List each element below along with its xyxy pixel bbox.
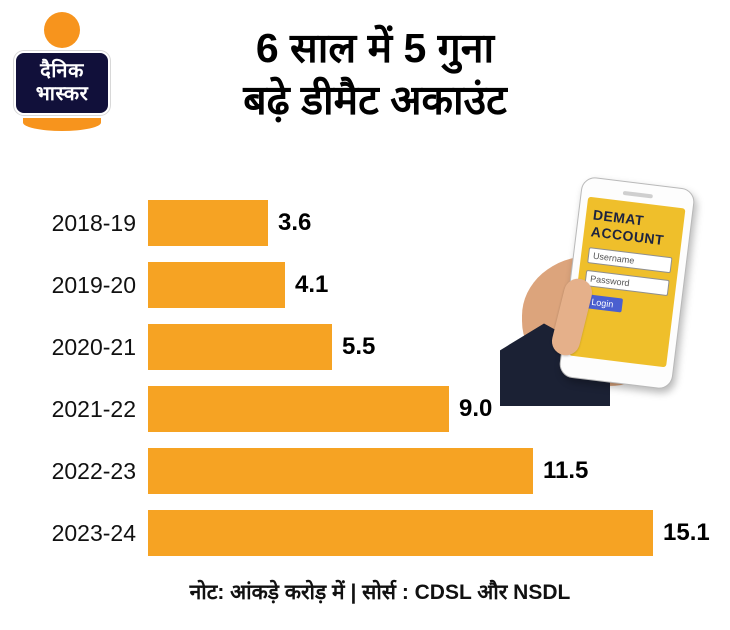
phone-speaker-icon (622, 190, 653, 199)
bar (148, 324, 332, 370)
value-label: 4.1 (295, 271, 329, 298)
category-label: 2023-24 (51, 519, 136, 546)
bar-row: 2023-24 15.1 (0, 502, 730, 564)
bar-track: 15.1 (148, 510, 710, 556)
page-title-line2: बढ़े डीमैट अकाउंट (243, 77, 507, 124)
brand-logo-line1: दैनिक (40, 60, 84, 82)
page-title-line1: 6 साल में 5 गुना (255, 25, 495, 71)
value-label: 11.5 (543, 457, 589, 484)
bar (148, 386, 449, 432)
bar-row: 2020-21 5.5 (0, 316, 730, 378)
bar-row: 2018-19 3.6 (0, 192, 730, 254)
category-label: 2019-20 (51, 271, 136, 298)
bar-row: 2019-20 4.1 (0, 254, 730, 316)
value-label: 3.6 (278, 209, 312, 236)
brand-logo: दैनिक भास्कर (14, 12, 110, 131)
demat-account-heading: DEMAT ACCOUNT (590, 206, 677, 250)
category-label: 2018-19 (51, 209, 136, 236)
swoosh-icon (23, 118, 101, 131)
bar-chart: 2018-19 3.6 2019-20 4.1 2020-21 5.5 2021-22 9.0… (0, 192, 730, 564)
footnote: नोट: आंकड़े करोड़ में | सोर्स : CDSL और … (189, 581, 571, 604)
value-label: 9.0 (459, 395, 493, 422)
sun-icon (44, 12, 80, 48)
phone-illustration: DEMAT ACCOUNT Username Password Login (500, 175, 714, 406)
value-label: 15.1 (663, 519, 710, 546)
bar-track: 3.6 (148, 200, 706, 246)
category-label: 2022-23 (51, 457, 136, 484)
bar-track: 4.1 (148, 262, 706, 308)
category-label: 2020-21 (51, 333, 136, 360)
bar-row: 2022-23 11.5 (0, 440, 730, 502)
value-label: 5.5 (342, 333, 376, 360)
bar-track: 5.5 (148, 324, 706, 370)
username-field: Username (587, 246, 673, 273)
bar-track: 9.0 (148, 386, 706, 432)
bar (148, 200, 268, 246)
bar-track: 11.5 (148, 448, 706, 494)
bar (148, 510, 653, 556)
brand-logo-text: दैनिक भास्कर (14, 51, 110, 115)
bar (148, 262, 285, 308)
bar-rows: 2018-19 3.6 2019-20 4.1 2020-21 5.5 2021-22 9.0… (0, 192, 730, 564)
bar (148, 448, 533, 494)
bar-row: 2021-22 9.0 (0, 378, 730, 440)
password-field: Password (584, 269, 670, 296)
page-title: 6 साल में 5 गुना बढ़े डीमैट अकाउंट (140, 22, 610, 127)
category-label: 2021-22 (51, 395, 136, 422)
brand-logo-line2: भास्कर (35, 83, 89, 105)
